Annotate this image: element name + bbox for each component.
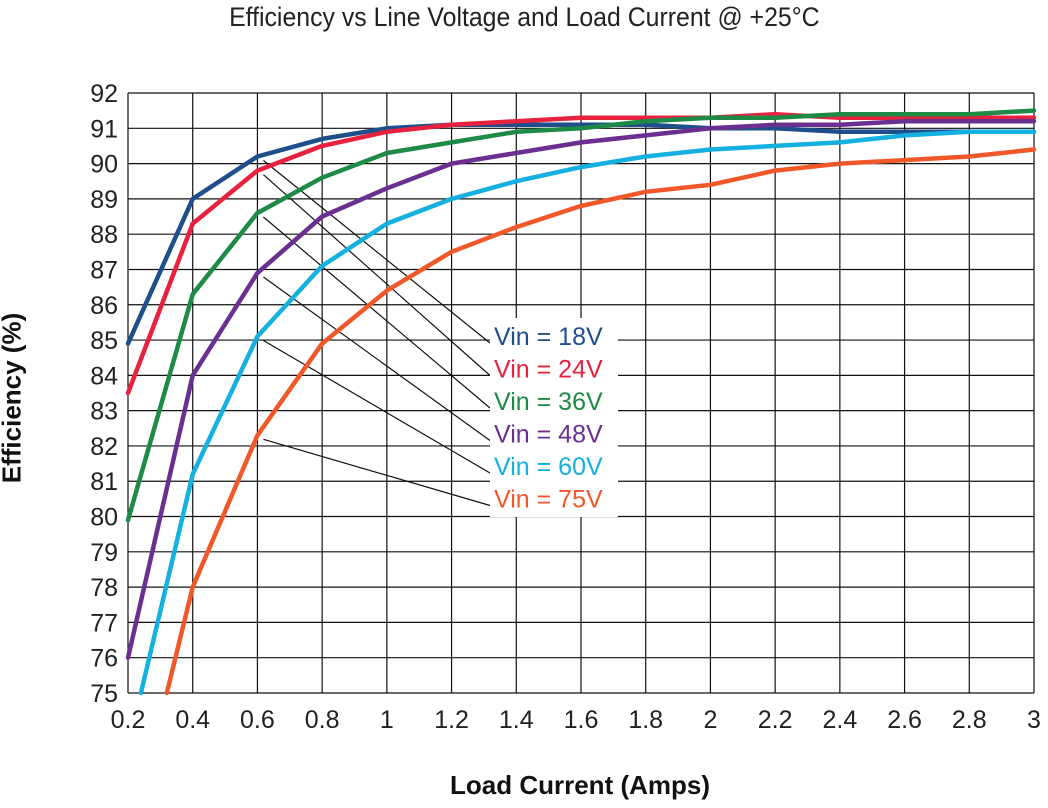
- y-tick-labels: 75 76 77 78 79 80 81 82 83 84 85 86 87 88 89 90 91 92: [90, 80, 118, 708]
- y-tick-label: 82: [90, 433, 118, 461]
- series-line: [164, 147, 1037, 696]
- legend-entry: Vin = 60V: [494, 453, 603, 481]
- x-tick-label: 3: [1027, 706, 1041, 734]
- series-line: [125, 111, 1037, 396]
- legend-entry: Vin = 75V: [494, 486, 603, 514]
- x-tick-label: 2.8: [952, 706, 987, 734]
- x-tick-label: 2: [703, 706, 717, 734]
- y-tick-label: 76: [90, 645, 118, 673]
- legend-entry: Vin = 48V: [494, 421, 603, 449]
- x-tick-label: 0.6: [240, 706, 275, 734]
- y-tick-label: 90: [90, 151, 118, 179]
- y-tick-label: 77: [90, 609, 118, 637]
- y-tick-label: 81: [90, 468, 118, 496]
- y-tick-label: 87: [90, 256, 118, 284]
- y-tick-label: 78: [90, 574, 118, 602]
- y-tick-label: 89: [90, 186, 118, 214]
- x-tick-label: 1: [380, 706, 394, 734]
- y-tick-label: 75: [90, 680, 118, 708]
- y-tick-label: 79: [90, 539, 118, 567]
- y-tick-label: 83: [90, 398, 118, 426]
- y-tick-label: 88: [90, 221, 118, 249]
- series-line: [125, 118, 1037, 660]
- series-line: [125, 108, 1037, 523]
- x-tick-labels: 0.2 0.4 0.6 0.8 1 1.2 1.4 1.6 1.8 2 2.2 2.4 2.6 2.8 3: [111, 706, 1041, 734]
- series-line: [138, 129, 1037, 696]
- legend-entry: Vin = 24V: [494, 356, 603, 384]
- callout-line: [263, 174, 491, 376]
- y-tick-label: 85: [90, 327, 118, 355]
- y-tick-label: 86: [90, 292, 118, 320]
- legend-entry: Vin = 18V: [494, 323, 603, 351]
- x-tick-label: 1.6: [564, 706, 599, 734]
- legend-background: [490, 318, 618, 517]
- callout-line: [263, 216, 491, 409]
- x-tick-label: 0.2: [111, 706, 146, 734]
- x-tick-label: 2.4: [822, 706, 857, 734]
- x-tick-label: 2.6: [887, 706, 922, 734]
- legend-callout-lines: [263, 160, 491, 507]
- legend-entry: Vin = 36V: [494, 388, 603, 416]
- x-tick-label: 1.2: [434, 706, 469, 734]
- callout-line: [263, 438, 491, 507]
- y-tick-label: 92: [90, 80, 118, 108]
- x-tick-label: 2.2: [758, 706, 793, 734]
- x-axis-label: Load Current (Amps): [450, 770, 710, 800]
- series-lines: [125, 108, 1037, 696]
- legend: Vin = 18V Vin = 24V Vin = 36V Vin = 48V Vin …: [494, 323, 603, 514]
- x-tick-label: 1.4: [499, 706, 534, 734]
- chart-title: Efficiency vs Line Voltage and Load Curr…: [229, 2, 820, 32]
- y-tick-label: 80: [90, 504, 118, 532]
- x-tick-label: 0.4: [175, 706, 210, 734]
- series-line: [125, 122, 1037, 346]
- x-tick-label: 0.8: [305, 706, 340, 734]
- callout-line: [263, 276, 491, 441]
- callout-line: [263, 340, 491, 474]
- x-tick-label: 1.8: [628, 706, 663, 734]
- y-tick-label: 84: [90, 362, 118, 390]
- y-tick-label: 91: [90, 115, 118, 143]
